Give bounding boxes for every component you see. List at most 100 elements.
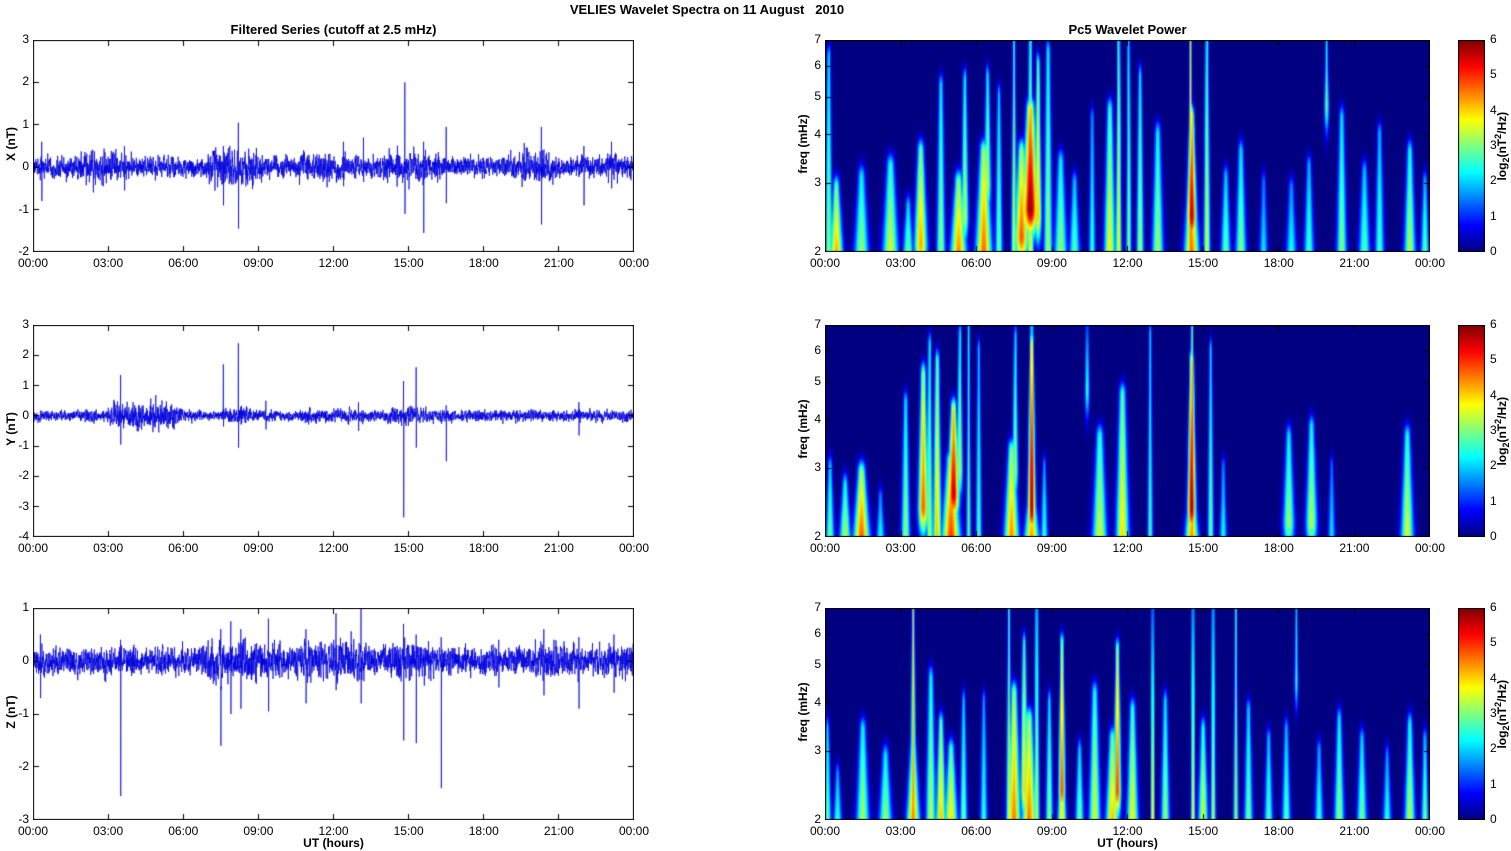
tick-label: 7 <box>814 32 821 46</box>
tick-label: 09:00 <box>1036 541 1067 555</box>
tick-label: 00:00 <box>809 824 841 838</box>
tick-label: 15:00 <box>1188 256 1219 270</box>
tick-label: 0 <box>1490 244 1497 258</box>
tick-label: 2 <box>22 74 29 89</box>
tick-label: 15:00 <box>393 541 424 555</box>
tick-label: 4 <box>1490 102 1497 117</box>
tick-label: 4 <box>1490 670 1497 685</box>
tick-label: 2 <box>22 347 29 362</box>
tick-label: -2 <box>18 244 29 258</box>
tick-label: 00:00 <box>17 256 49 270</box>
tick-label: 06:00 <box>168 256 199 270</box>
tick-label: 2 <box>1490 173 1497 188</box>
tick-label: 2 <box>814 244 821 258</box>
x-filtered-series-plot <box>33 40 634 252</box>
y-wavelet-power-plot <box>825 325 1430 537</box>
tick-label: 18:00 <box>1263 824 1294 838</box>
x-wavelet-power-plot <box>825 40 1430 252</box>
tick-label: 6 <box>1490 317 1497 331</box>
tick-label: 1 <box>22 116 29 131</box>
tick-label: 00:00 <box>17 541 49 555</box>
tick-label: 06:00 <box>961 256 992 270</box>
tick-label: 1 <box>22 600 29 614</box>
tick-label: 3 <box>814 460 821 475</box>
tick-label: 12:00 <box>1112 256 1143 270</box>
tick-label: 2 <box>814 812 821 826</box>
wavelet-power-title: Pc5 Wavelet Power <box>1068 22 1187 37</box>
cb-label-sub: 2 <box>1501 725 1511 731</box>
tick-label: 3 <box>22 32 29 46</box>
tick-label: 5 <box>814 656 821 671</box>
tick-label: 5 <box>1490 352 1497 367</box>
tick-label: 00:00 <box>618 256 650 270</box>
tick-label: 03:00 <box>93 541 124 555</box>
tick-label: 2 <box>814 529 821 543</box>
colorbar-y <box>1458 325 1485 537</box>
x-axis-ylabel: X (nT) <box>4 127 18 161</box>
left-xaxis-label: UT (hours) <box>303 836 364 850</box>
tick-label: 3 <box>1490 138 1497 152</box>
colorbar-x <box>1458 40 1485 252</box>
tick-label: 03:00 <box>93 256 124 270</box>
tick-label: 5 <box>1490 635 1497 650</box>
tick-label: 12:00 <box>1112 824 1143 838</box>
tick-label: 18:00 <box>1263 256 1294 270</box>
tick-label: -3 <box>18 812 29 826</box>
tick-label: 18:00 <box>468 541 499 555</box>
tick-label: 03:00 <box>885 541 916 555</box>
tick-label: 21:00 <box>543 256 574 270</box>
tick-label: 06:00 <box>961 824 992 838</box>
tick-label: -1 <box>18 201 29 216</box>
tick-label: 6 <box>1490 32 1497 46</box>
tick-label: 21:00 <box>543 824 574 838</box>
tick-label: 6 <box>814 343 821 358</box>
tick-label: 09:00 <box>243 256 274 270</box>
z-filtered-series-plot <box>33 608 634 820</box>
tick-label: 00:00 <box>809 256 841 270</box>
tick-label: 12:00 <box>318 824 349 838</box>
colorbar-z <box>1458 608 1485 820</box>
tick-label: 03:00 <box>93 824 124 838</box>
cb-label-sub: 2 <box>1501 157 1511 163</box>
tick-label: 09:00 <box>1036 824 1067 838</box>
tick-label: 00:00 <box>17 824 49 838</box>
tick-label: 0 <box>22 407 29 422</box>
tick-label: -3 <box>18 498 29 513</box>
tick-label: 5 <box>814 373 821 388</box>
y-filtered-series-plot <box>33 325 634 537</box>
tick-label: -1 <box>18 438 29 453</box>
tick-label: 3 <box>1490 423 1497 437</box>
tick-label: 7 <box>814 317 821 331</box>
figure-title: VELIES Wavelet Spectra on 11 August 2010 <box>569 2 845 17</box>
tick-label: 5 <box>1490 67 1497 82</box>
tick-label: 0 <box>22 159 29 174</box>
tick-label: 00:00 <box>618 541 650 555</box>
tick-label: 6 <box>1490 600 1497 614</box>
tick-label: 3 <box>1490 706 1497 720</box>
tick-label: 3 <box>814 743 821 758</box>
tick-label: 4 <box>814 411 821 426</box>
tick-label: 03:00 <box>885 824 916 838</box>
tick-label: 03:00 <box>885 256 916 270</box>
tick-label: 15:00 <box>1188 541 1219 555</box>
tick-label: 00:00 <box>618 824 650 838</box>
tick-label: 21:00 <box>1339 541 1370 555</box>
tick-label: 00:00 <box>1414 256 1446 270</box>
tick-label: 18:00 <box>468 824 499 838</box>
cb-label-sub: 2 <box>1501 442 1511 448</box>
tick-label: 00:00 <box>1414 824 1446 838</box>
tick-label: 18:00 <box>468 256 499 270</box>
tick-label: 0 <box>1490 812 1497 826</box>
tick-label: 4 <box>814 694 821 709</box>
tick-label: 7 <box>814 600 821 614</box>
filtered-series-title: Filtered Series (cutoff at 2.5 mHz) <box>230 22 437 37</box>
tick-label: 09:00 <box>1036 256 1067 270</box>
tick-label: 6 <box>814 626 821 641</box>
tick-label: 0 <box>22 653 29 667</box>
tick-label: 1 <box>22 377 29 392</box>
tick-label: 1 <box>1490 493 1497 508</box>
tick-label: 21:00 <box>543 541 574 555</box>
tick-label: 15:00 <box>393 256 424 270</box>
tick-label: 1 <box>1490 776 1497 791</box>
